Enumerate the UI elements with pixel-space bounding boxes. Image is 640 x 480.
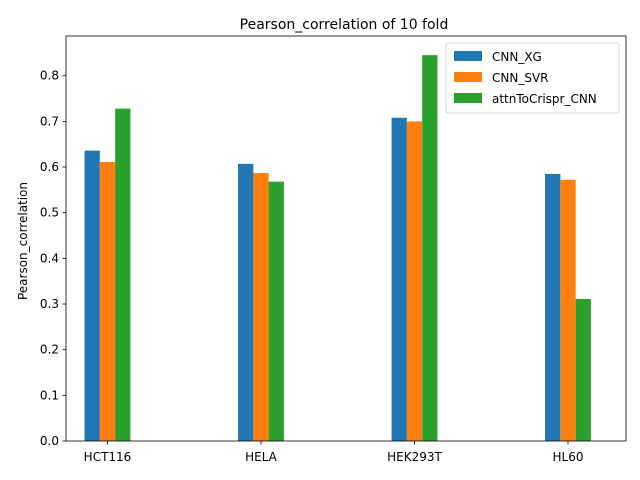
y-tick-label: 0.8 <box>40 69 59 83</box>
x-tick-label: HELA <box>245 450 278 464</box>
bar-attnToCrispr_CNN-HCT116 <box>115 108 131 442</box>
y-tick-label: 0.5 <box>40 206 59 220</box>
y-tick-label: 0.6 <box>40 160 59 174</box>
bar-CNN_SVR-HL60 <box>560 179 576 441</box>
chart-title: Pearson_correlation of 10 fold <box>240 17 449 33</box>
bar-CNN_SVR-HELA <box>253 172 269 441</box>
plot-area: 0.0 0.1 0.2 0.3 0.4 0.5 0.6 0.7 0.8 HCT116 HELA HEK… <box>40 35 627 464</box>
y-tick-label: 0.1 <box>40 388 59 402</box>
y-tick-label: 0.3 <box>40 297 59 311</box>
y-tick-label: 0.0 <box>40 434 59 448</box>
x-tick-label: HL60 <box>553 450 584 464</box>
bar-CNN_XG-HL60 <box>545 173 561 441</box>
legend: CNN_XG CNN_SVR attnToCrispr_CNN <box>445 42 620 114</box>
bar-CNN_XG-HEK293T <box>391 117 407 441</box>
legend-swatch-CNN_SVR <box>454 72 482 82</box>
axes-frame <box>65 35 627 442</box>
legend-swatch-CNN_XG <box>454 51 482 61</box>
bar-attnToCrispr_CNN-HEK293T <box>422 55 438 441</box>
y-tick-label: 0.4 <box>40 251 59 265</box>
bar-CNN_XG-HELA <box>238 163 254 441</box>
legend-swatch-attnToCrispr_CNN <box>454 93 482 103</box>
legend-label-CNN_XG: CNN_XG <box>492 50 542 64</box>
x-tick-label: HEK293T <box>387 450 442 464</box>
bar-CNN_SVR-HCT116 <box>99 162 116 441</box>
legend-label-attnToCrispr_CNN: attnToCrispr_CNN <box>492 92 597 106</box>
bar-attnToCrispr_CNN-HL60 <box>575 298 591 441</box>
legend-label-CNN_SVR: CNN_SVR <box>492 71 549 85</box>
bar-attnToCrispr_CNN-HELA <box>268 181 284 442</box>
y-tick-label: 0.2 <box>40 343 59 357</box>
y-tick-label: 0.7 <box>40 114 59 128</box>
y-axis-label: Pearson_correlation <box>16 182 30 300</box>
legend-box <box>445 42 620 114</box>
bar-CNN_SVR-HEK293T <box>406 121 423 442</box>
bar-CNN_XG-HCT116 <box>84 150 100 441</box>
x-tick-label: HCT116 <box>84 450 132 464</box>
